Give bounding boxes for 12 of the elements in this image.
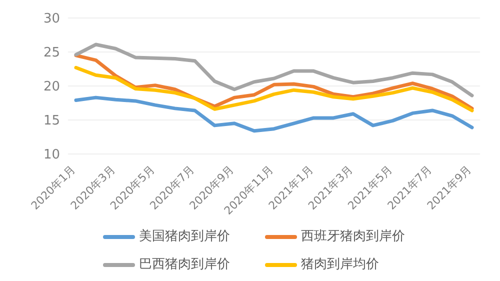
legend-label: 巴西猪肉到岸价 [139,256,230,274]
y-tick-label: 30 [43,12,60,27]
y-tick-label: 15 [43,114,60,129]
line-series [74,42,474,98]
line-series [74,66,474,112]
legend-label: 西班牙猪肉到岸价 [301,228,405,246]
y-tick-label: 25 [43,46,60,61]
y-tick-label: 10 [43,148,60,163]
legend-label: 猪肉到岸均价 [301,256,379,274]
line-series [74,96,474,133]
y-tick-label: 20 [43,80,60,95]
legend-label: 美国猪肉到岸价 [139,228,230,246]
